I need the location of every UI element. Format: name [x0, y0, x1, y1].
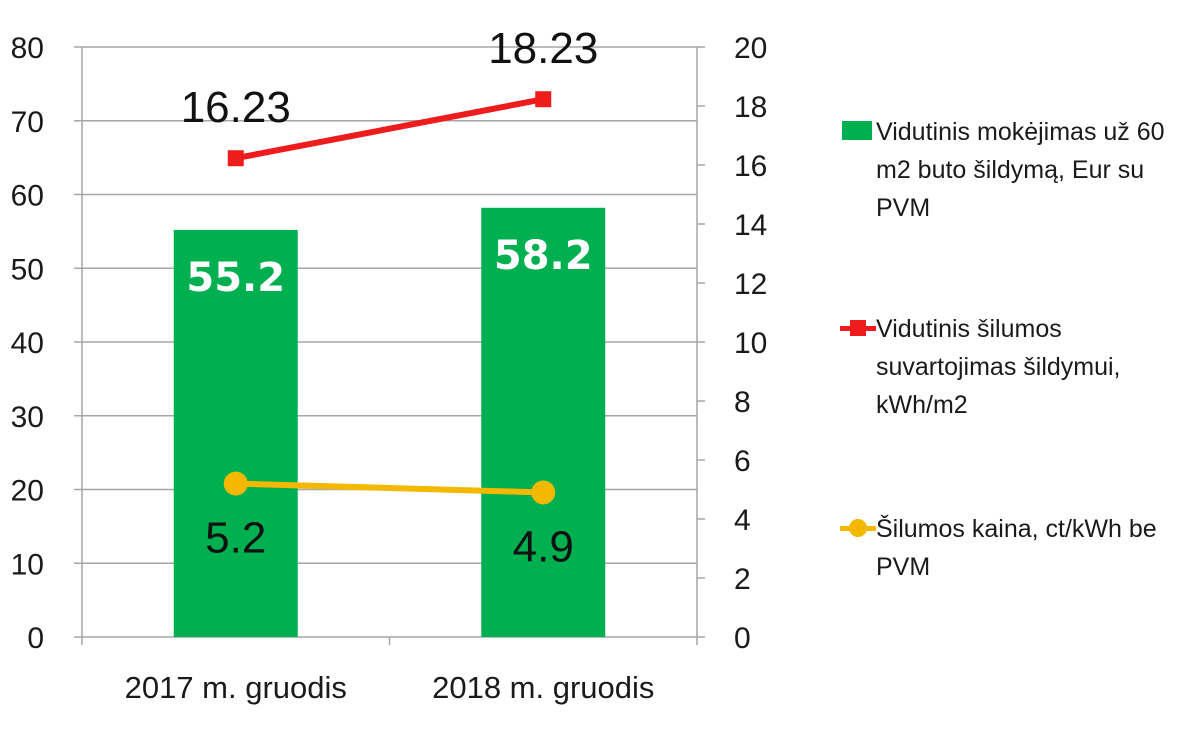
bar-data-label: 55.2 — [186, 255, 285, 301]
x-category-label: 2017 m. gruodis — [125, 670, 347, 705]
y-left-tick-label: 30 — [11, 401, 44, 434]
legend-label-payment: Vidutinis mokėjimas už 60 m2 buto šildym… — [876, 118, 1165, 222]
marker-square — [227, 150, 244, 167]
y-right-tick-label: 16 — [734, 150, 767, 183]
legend-label-consumption: Vidutinis šilumos suvartojimas šildymui,… — [876, 315, 1121, 419]
y-right-tick-label: 0 — [734, 622, 751, 655]
line-data-label: 4.9 — [513, 522, 574, 571]
bar — [481, 207, 606, 637]
y-right-tick-label: 10 — [734, 327, 767, 360]
y-left-tick-label: 40 — [11, 327, 44, 360]
legend-label-price: Šilumos kaina, ct/kWh be PVM — [876, 515, 1157, 581]
y-right-tick-label: 20 — [734, 32, 767, 65]
x-category-label: 2018 m. gruodis — [432, 670, 654, 705]
marker-square — [535, 91, 552, 108]
y-left-tick-label: 10 — [11, 548, 44, 581]
marker-circle — [531, 480, 556, 505]
bar — [173, 229, 298, 637]
line-data-label: 18.23 — [488, 24, 598, 73]
series-line-price — [232, 480, 547, 496]
legend-marker-circle — [849, 519, 867, 537]
legend-marker-square — [850, 320, 866, 336]
y-left-tick-label: 20 — [11, 475, 44, 508]
line-data-label: 5.2 — [205, 514, 266, 563]
y-right-tick-label: 4 — [734, 504, 751, 537]
series-line-consumption — [232, 96, 547, 162]
y-left-tick-label: 60 — [11, 180, 44, 213]
y-right-tick-label: 12 — [734, 268, 767, 301]
y-right-tick-label: 6 — [734, 445, 751, 478]
y-left-tick-label: 50 — [11, 253, 44, 286]
line-data-label: 16.23 — [181, 83, 291, 132]
y-right-tick-label: 8 — [734, 386, 751, 419]
y-right-tick-label: 18 — [734, 91, 767, 124]
y-left-tick-label: 0 — [27, 622, 44, 655]
y-right-tick-label: 14 — [734, 209, 767, 242]
y-left-tick-label: 70 — [11, 106, 44, 139]
y-left-tick-label: 80 — [11, 32, 44, 65]
legend-swatch-bar — [842, 121, 872, 140]
marker-circle — [223, 471, 248, 496]
bar-data-label: 58.2 — [494, 233, 593, 279]
y-right-tick-label: 2 — [734, 563, 751, 596]
